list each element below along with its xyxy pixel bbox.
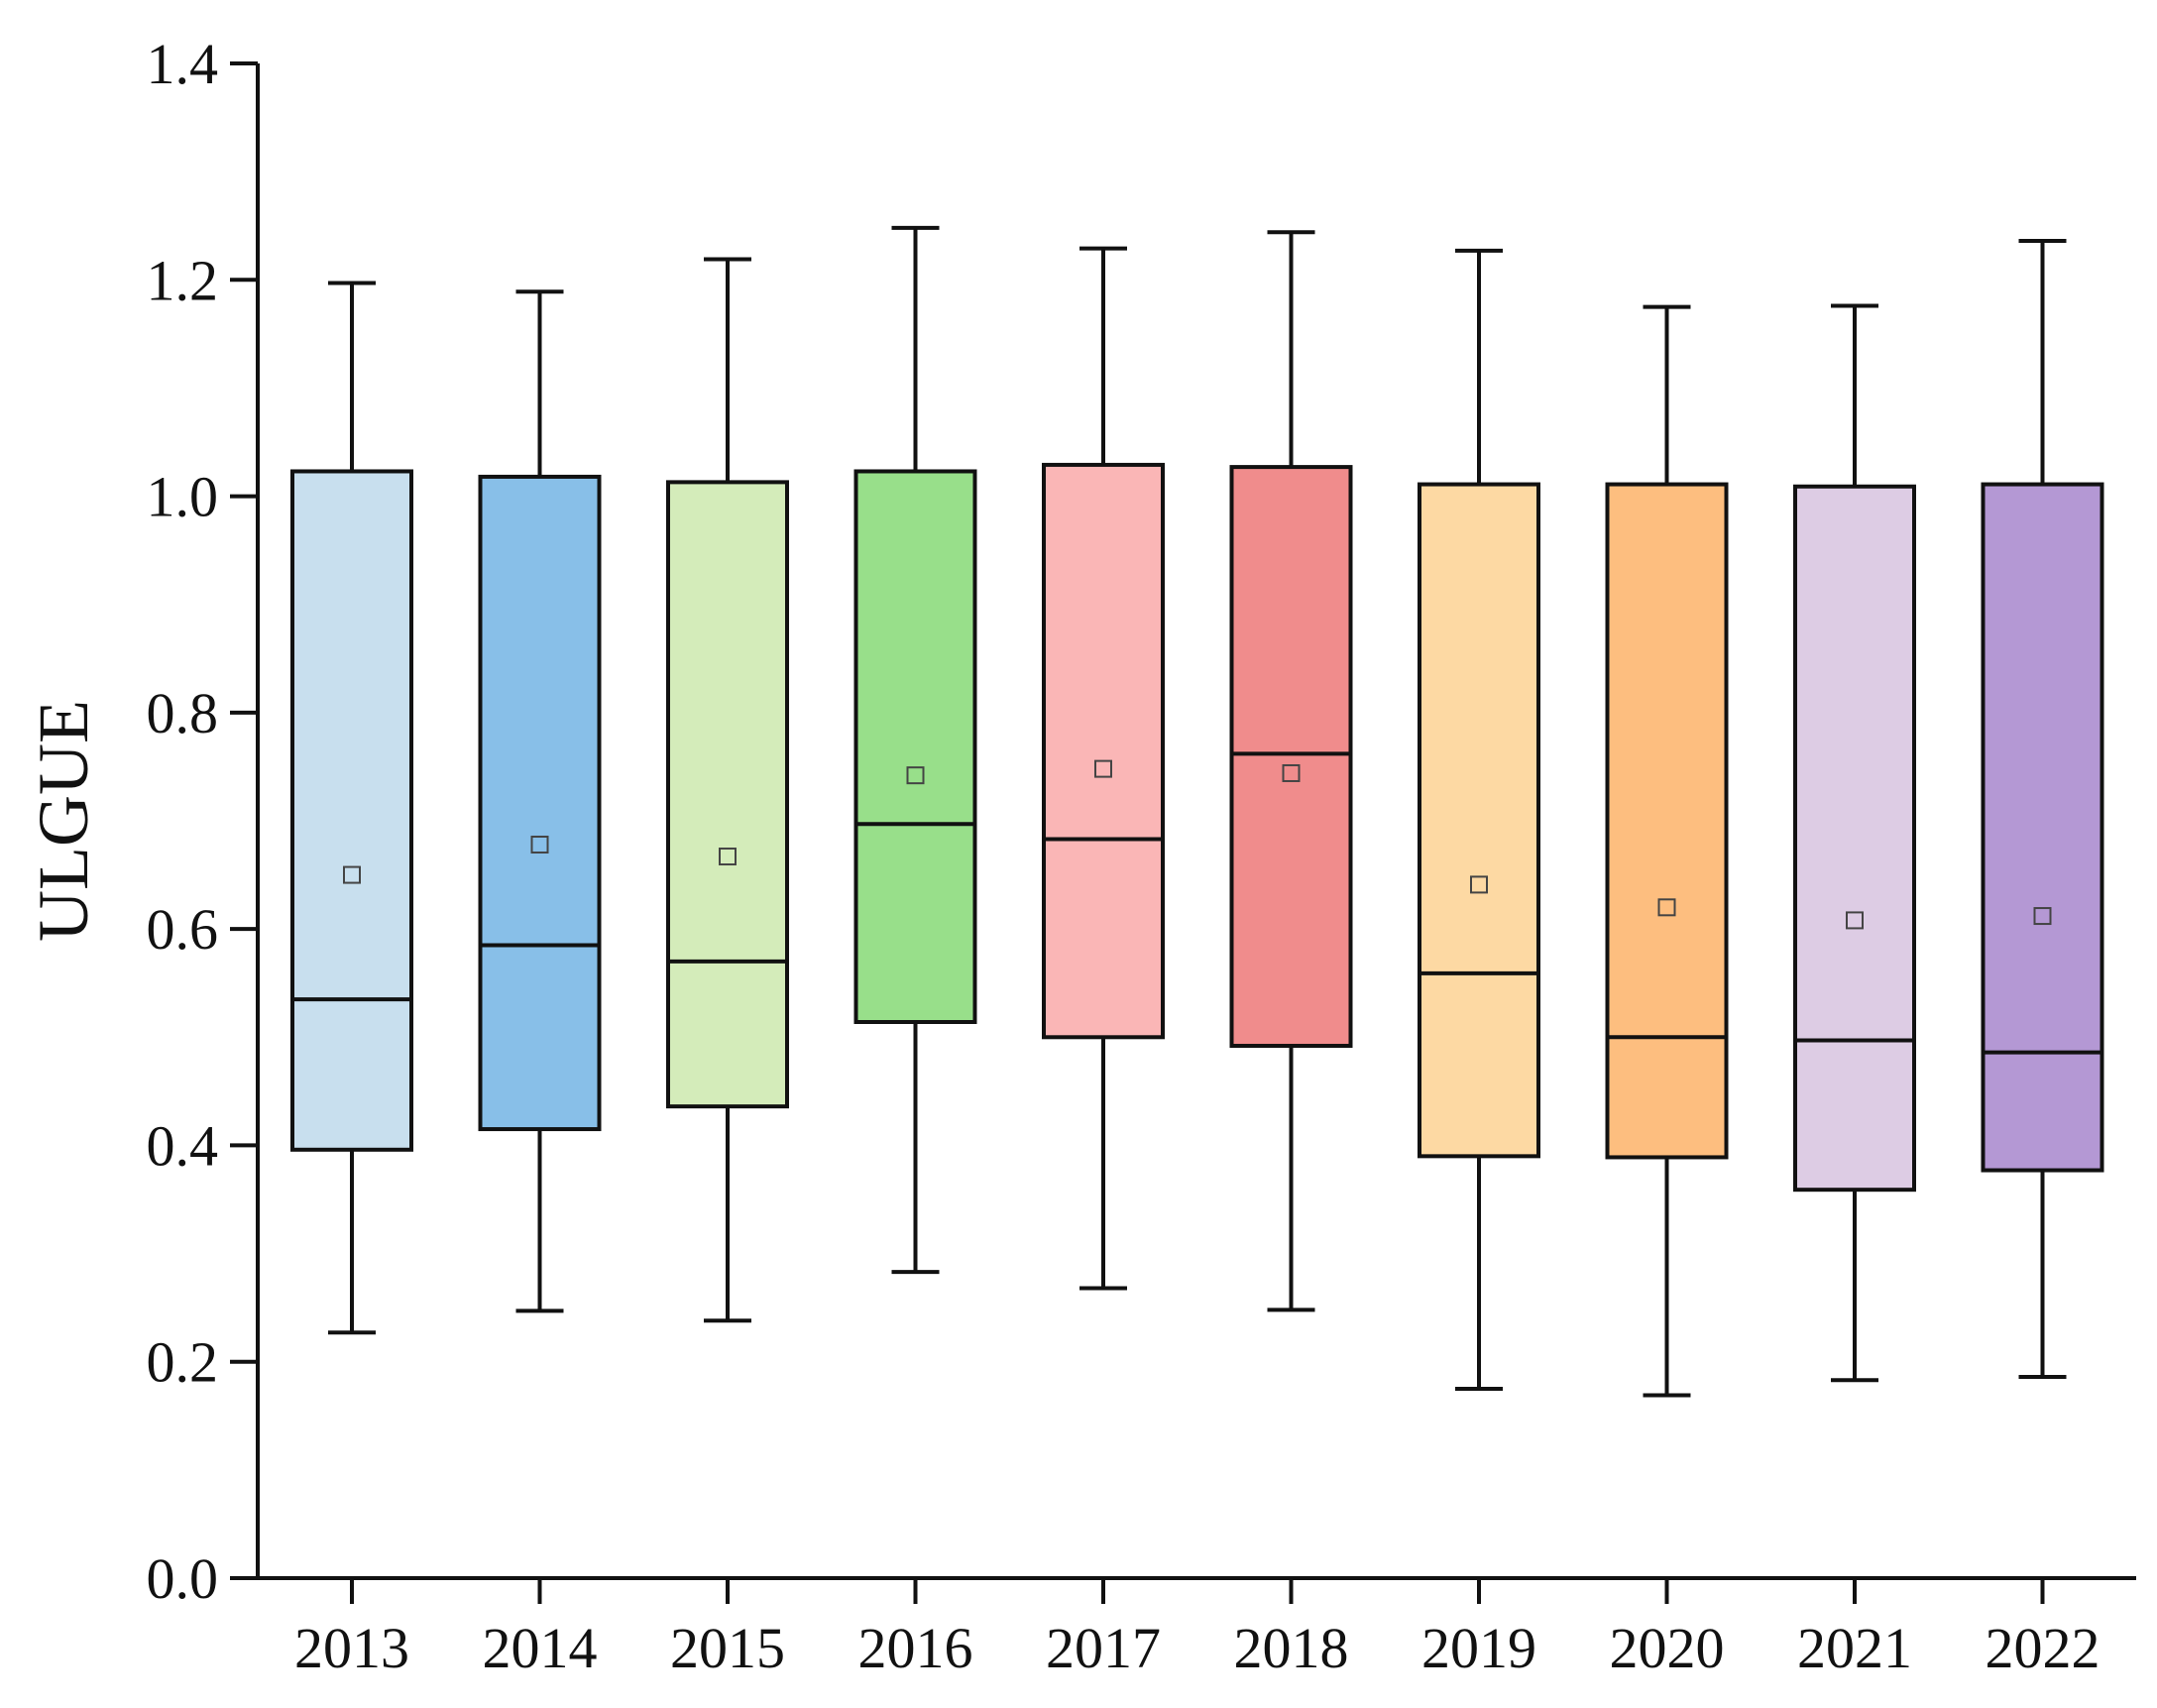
box-2022 [1981, 238, 2104, 1379]
mean-marker [530, 836, 549, 854]
mean-marker [343, 865, 361, 884]
x-tick-label: 2019 [1421, 1616, 1536, 1680]
y-axis-title: ULGUE [24, 700, 103, 942]
y-tick-label: 0.0 [147, 1546, 219, 1611]
box-2015 [666, 257, 789, 1323]
mean-marker [1282, 763, 1301, 782]
iqr-box [1793, 484, 1916, 1193]
mean-marker [1470, 875, 1488, 894]
y-tick-label: 0.4 [147, 1113, 219, 1178]
x-tick-label: 2014 [483, 1616, 598, 1680]
x-tick-label: 2017 [1046, 1616, 1161, 1680]
box-2017 [1042, 246, 1165, 1291]
box-2014 [478, 289, 602, 1313]
x-tick-label: 2016 [858, 1616, 973, 1680]
box-2013 [290, 281, 413, 1335]
mean-marker [2033, 907, 2052, 926]
y-tick-label: 0.2 [147, 1330, 219, 1395]
y-tick-label: 0.6 [147, 897, 219, 962]
x-tick-label: 2018 [1234, 1616, 1349, 1680]
x-tick-label: 2020 [1610, 1616, 1725, 1680]
mean-marker [1094, 759, 1112, 778]
iqr-box [1418, 482, 1540, 1159]
plot-area [290, 225, 2104, 1398]
box-2018 [1229, 230, 1353, 1312]
x-tick-label: 2015 [670, 1616, 785, 1680]
box-2020 [1605, 304, 1729, 1398]
mean-marker [1846, 911, 1864, 930]
iqr-box [1229, 465, 1353, 1049]
x-tick-label: 2013 [294, 1616, 409, 1680]
iqr-box [1981, 482, 2104, 1173]
box-2021 [1793, 303, 1916, 1383]
mean-marker [719, 848, 737, 866]
y-tick-label: 1.2 [147, 248, 219, 312]
iqr-box [1042, 462, 1165, 1040]
x-axis-ticks: 2013 2014 2015 2016 2017 2018 2019 2020 2021 2022 [294, 1578, 2100, 1680]
iqr-box [478, 474, 602, 1132]
y-tick-label: 1.0 [147, 465, 219, 529]
mean-marker [1657, 898, 1676, 917]
x-tick-label: 2021 [1797, 1616, 1912, 1680]
iqr-box [853, 469, 977, 1025]
iqr-box [1605, 482, 1729, 1160]
x-tick-label: 2022 [1986, 1616, 2100, 1680]
y-axis-ticks: 0.0 0.2 0.4 0.6 0.8 1.0 1.2 1.4 [147, 32, 258, 1611]
box-2019 [1418, 248, 1540, 1391]
iqr-box [666, 480, 789, 1109]
box-2016 [853, 225, 977, 1275]
y-tick-label: 1.4 [147, 32, 219, 96]
mean-marker [906, 766, 925, 785]
y-tick-label: 0.8 [147, 681, 219, 745]
iqr-box [290, 469, 413, 1152]
